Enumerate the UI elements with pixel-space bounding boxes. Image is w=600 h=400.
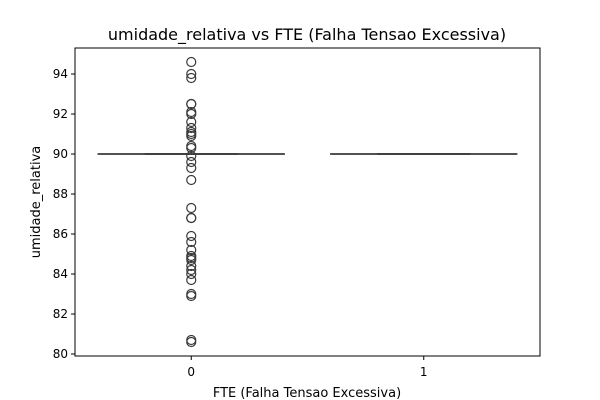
outlier-point	[186, 68, 197, 80]
y-tick-label: 92	[53, 107, 68, 121]
plot-area-frame	[74, 47, 541, 357]
outlier-point	[186, 142, 197, 154]
y-tick-label: 80	[53, 347, 68, 361]
outlier-point	[186, 336, 197, 348]
outlier-point	[186, 230, 197, 242]
x-axis-label: FTE (Falha Tensao Excessiva)	[213, 386, 401, 400]
y-tick-label: 84	[53, 267, 68, 281]
outlier-point	[186, 212, 197, 224]
y-axis-label: umidade_relativa	[29, 146, 44, 259]
y-tick-label: 82	[53, 307, 68, 321]
outlier-point	[186, 268, 197, 280]
outlier-point	[186, 122, 197, 134]
outlier-point	[186, 274, 197, 286]
outlier-point	[186, 264, 197, 276]
outlier-point	[186, 108, 197, 120]
y-tick-label: 94	[53, 67, 68, 81]
chart-title: umidade_relativa vs FTE (Falha Tensao Ex…	[108, 25, 506, 45]
outlier-point	[186, 236, 197, 248]
outlier-point	[186, 156, 197, 168]
outlier-point	[186, 290, 197, 302]
outlier-point	[186, 128, 197, 140]
outlier-point	[186, 56, 197, 68]
x-tick-label: 1	[420, 365, 428, 379]
outlier-point	[186, 244, 197, 256]
outlier-point	[186, 288, 197, 300]
y-tick-label: 88	[53, 187, 68, 201]
y-tick-label: 86	[53, 227, 68, 241]
outlier-point	[186, 116, 197, 128]
outlier-point	[186, 130, 197, 142]
outlier-point	[186, 98, 197, 110]
outlier-point	[186, 150, 197, 162]
box-group	[97, 56, 285, 348]
outlier-point	[186, 260, 197, 272]
box-plot-series	[97, 56, 518, 348]
y-tick-label: 90	[53, 147, 68, 161]
outlier-point	[186, 162, 197, 174]
outlier-point	[186, 174, 197, 186]
x-tick-label: 0	[187, 365, 195, 379]
outlier-point	[186, 202, 197, 214]
outlier-point	[186, 254, 197, 266]
y-axis: 80 82 84 86 88 90 92 94	[53, 67, 75, 361]
outlier-point	[186, 140, 197, 152]
outlier-point	[186, 72, 197, 84]
outlier-point	[186, 334, 197, 346]
